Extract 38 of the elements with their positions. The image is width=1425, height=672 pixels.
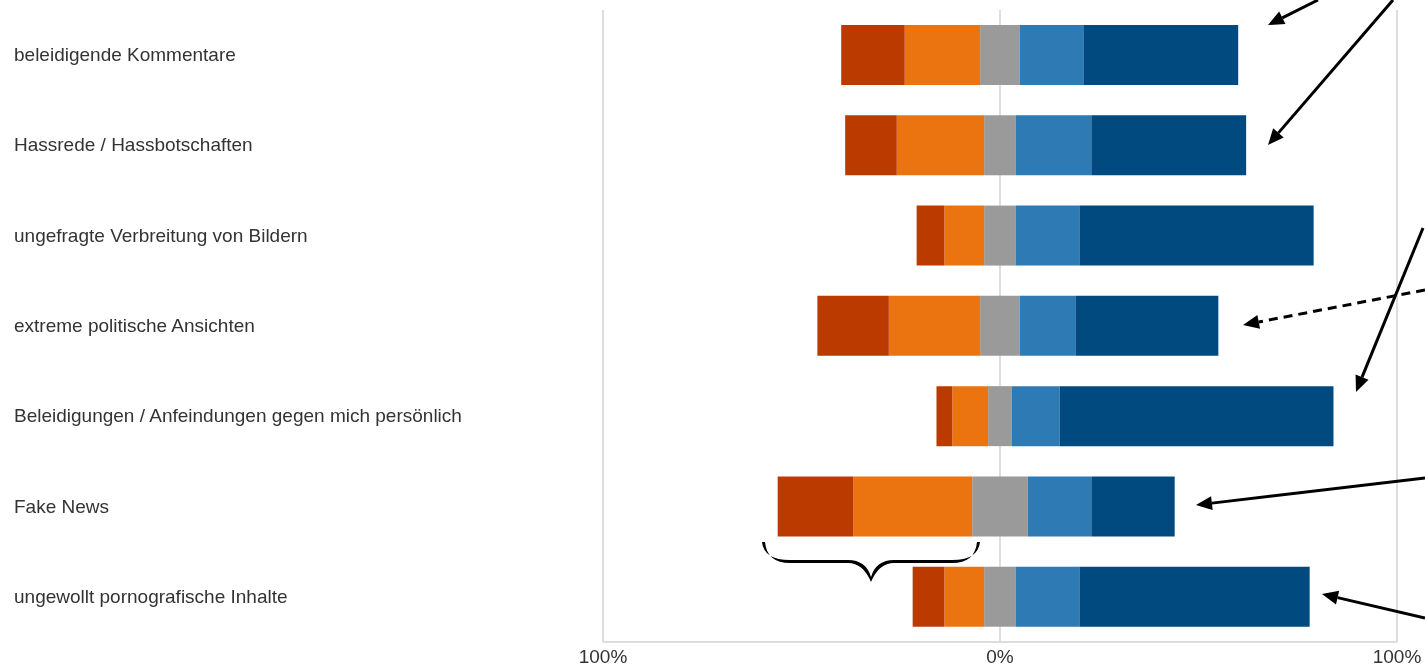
bar bbox=[1079, 205, 1314, 266]
y-tick-label: extreme politische Ansichten bbox=[14, 315, 255, 336]
bar bbox=[777, 476, 854, 537]
bar bbox=[896, 115, 985, 176]
bar bbox=[1015, 566, 1080, 627]
bar bbox=[904, 25, 981, 85]
bar bbox=[845, 115, 897, 176]
bar bbox=[936, 386, 953, 447]
bar bbox=[944, 566, 985, 627]
y-tick-label: ungewollt pornografische Inhalte bbox=[14, 585, 288, 607]
y-tick-label: Hassrede / Hassbotschaften bbox=[14, 134, 253, 156]
bar bbox=[1019, 295, 1076, 356]
bar bbox=[1015, 115, 1092, 176]
bar bbox=[888, 295, 981, 356]
x-tick-label: 100% bbox=[578, 646, 628, 668]
bar bbox=[853, 476, 973, 537]
bar bbox=[916, 205, 945, 266]
y-tick-label: Beleidigungen / Anfeindungen gegen mich persönlich bbox=[14, 405, 462, 427]
bar bbox=[1011, 386, 1060, 447]
bar bbox=[1059, 386, 1334, 447]
bar bbox=[1019, 25, 1084, 85]
bar bbox=[1091, 115, 1247, 176]
bar bbox=[944, 205, 985, 266]
x-tick-label: 100% bbox=[1372, 646, 1422, 668]
bar bbox=[1091, 476, 1175, 537]
bar bbox=[1015, 205, 1080, 266]
y-tick-label: Fake News bbox=[14, 495, 110, 517]
bar bbox=[1027, 476, 1092, 537]
bar bbox=[817, 295, 889, 356]
bar bbox=[841, 25, 905, 85]
bar bbox=[1079, 566, 1310, 627]
bar bbox=[952, 386, 989, 447]
bar bbox=[912, 566, 945, 627]
bar bbox=[1075, 295, 1219, 356]
y-tick-label: beleidigende Kommentare bbox=[14, 44, 236, 66]
y-tick-label: ungefragte Verbreitung von Bildern bbox=[14, 224, 308, 246]
x-tick-label: 0% bbox=[986, 646, 1014, 668]
bar bbox=[1083, 25, 1239, 85]
